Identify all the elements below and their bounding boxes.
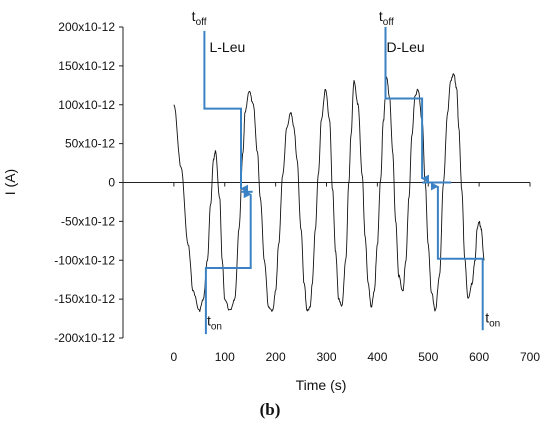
y-tick-label: -150x10-12 xyxy=(54,292,115,306)
x-tick-label: 0 xyxy=(171,350,178,364)
panel-label: (b) xyxy=(260,400,281,419)
y-tick-label: 150x10-12 xyxy=(58,59,115,73)
y-tick-label: 0 xyxy=(108,176,115,190)
axes: 200x10-12 150x10-12 100x10-12 50x10-12 0 -50x… xyxy=(54,20,540,364)
x-tick-label: 200 xyxy=(266,350,286,364)
x-axis-title: Time (s) xyxy=(296,377,347,393)
x-tick-label: 100 xyxy=(215,350,235,364)
t-off-label: toff xyxy=(192,8,207,28)
t-on-label: ton xyxy=(207,313,222,333)
x-tick-label: 700 xyxy=(520,350,540,364)
t-off-label: toff xyxy=(379,8,394,28)
series-group xyxy=(173,73,485,313)
step-annotation-2 xyxy=(204,190,252,335)
step-annotation-4 xyxy=(430,182,484,331)
annotation-steps xyxy=(203,27,484,335)
y-tick-label: 50x10-12 xyxy=(65,137,115,151)
y-tick-label: -50x10-12 xyxy=(61,214,115,228)
y-tick-label: 100x10-12 xyxy=(58,98,115,112)
annotation-l-leu: L-Leu xyxy=(209,39,245,55)
x-tick-label: 300 xyxy=(316,350,336,364)
y-tick-label: 200x10-12 xyxy=(58,20,115,34)
x-tick-label: 400 xyxy=(367,350,387,364)
step-annotation-3 xyxy=(384,27,430,183)
t-on-label: ton xyxy=(485,309,500,329)
x-tick-label: 500 xyxy=(418,350,438,364)
y-tick-label: -100x10-12 xyxy=(54,253,115,267)
annotation-d-leu: D-Leu xyxy=(387,39,425,55)
y-axis-title: I (A) xyxy=(2,169,18,195)
current-trace xyxy=(173,73,485,313)
x-tick-label: 600 xyxy=(469,350,489,364)
y-tick-label: -200x10-12 xyxy=(54,331,115,345)
step-annotation-1 xyxy=(203,30,248,193)
annotation-labels: L-Leu D-Leu toff ton toff ton xyxy=(192,8,501,333)
